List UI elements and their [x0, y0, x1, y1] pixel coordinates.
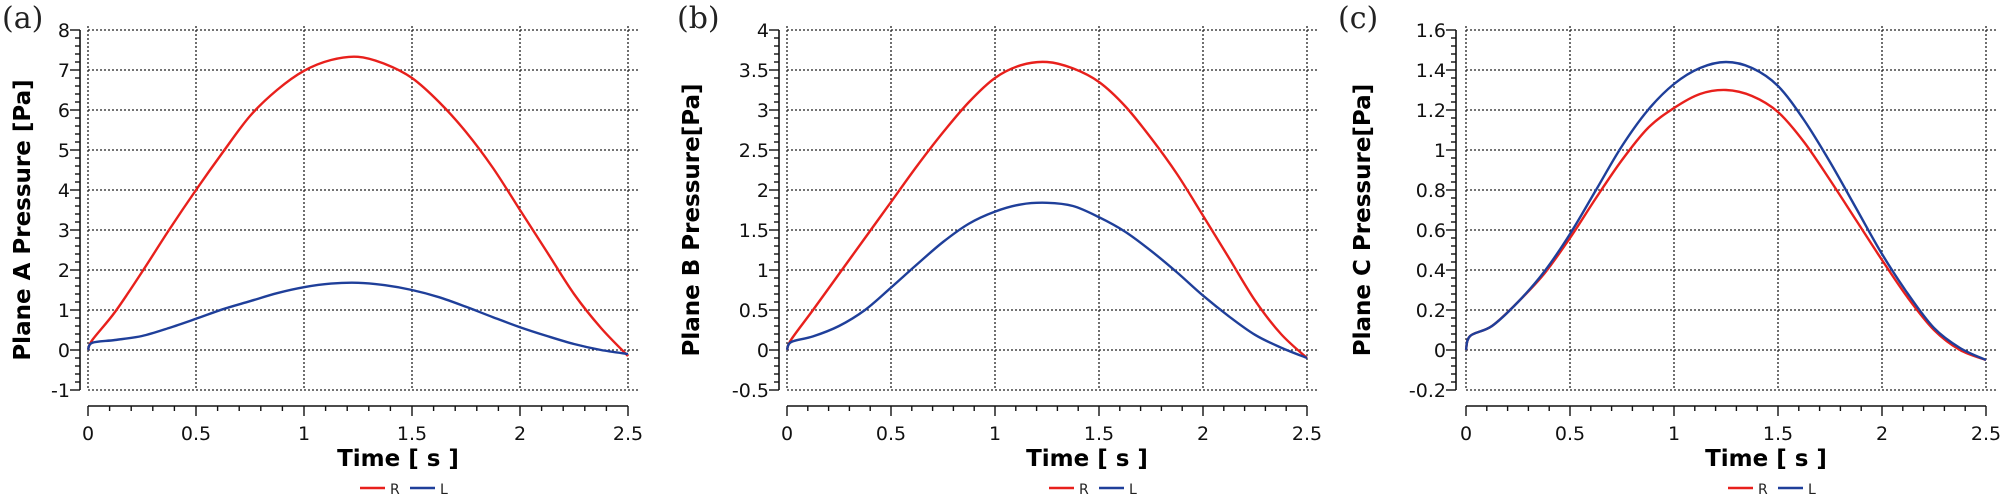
y-tick-label: 1.5 — [739, 220, 769, 242]
x-tick-label: 0 — [82, 423, 94, 445]
x-tick-label: 0.5 — [876, 423, 906, 445]
x-tick-label: 1.5 — [397, 423, 427, 445]
series-line-R — [785, 60, 1308, 359]
y-tick-label: -1 — [51, 380, 70, 402]
y-tick-label: 6 — [58, 100, 70, 122]
y-tick-label: 3.5 — [739, 60, 769, 82]
chart-panel-b: -0.5 0 0.5 1 1.5 2 2.5 3 3.5 4 0 0.5 1 1.5 2 2.5 Time [ … — [669, 0, 1338, 498]
y-tick-label: -0.2 — [1409, 380, 1446, 402]
y-tick-label: 0 — [1434, 340, 1446, 362]
legend-label: L — [440, 482, 448, 498]
y-tick-label: 0 — [757, 340, 769, 362]
legend-label: L — [1808, 482, 1816, 498]
y-tick-label: 4 — [757, 20, 769, 42]
y-axis: -1 0 1 2 3 4 5 6 7 8 — [51, 20, 81, 402]
x-axis: 0 0.5 1 1.5 2 2.5 — [1460, 405, 2001, 445]
x-tick-label: 2 — [514, 423, 526, 445]
x-tick-label: 0 — [781, 423, 793, 445]
chart-panel-a: -1 0 1 2 3 4 5 6 7 8 0 0.5 1 1.5 2 2.5 Time [ s ] Plane A… — [0, 0, 669, 498]
x-axis-title: Time [ s ] — [337, 446, 459, 472]
x-axis-title: Time [ s ] — [1705, 446, 1827, 472]
y-tick-label: -0.5 — [732, 380, 769, 402]
legend-label: R — [1079, 482, 1089, 498]
x-axis: 0 0.5 1 1.5 2 2.5 — [82, 405, 643, 445]
x-tick-label: 2 — [1876, 423, 1888, 445]
x-tick-label: 2.5 — [1971, 423, 2001, 445]
legend-label: R — [390, 482, 400, 498]
y-tick-label: 1 — [757, 260, 769, 282]
x-tick-label: 2.5 — [613, 423, 643, 445]
x-tick-label: 2 — [1197, 423, 1209, 445]
x-tick-label: 0.5 — [1555, 423, 1585, 445]
y-tick-label: 0 — [58, 340, 70, 362]
y-tick-label: 0.5 — [739, 300, 769, 322]
y-tick-label: 3 — [757, 100, 769, 122]
y-axis-title: Plane C Pressure[Pa] — [1350, 84, 1376, 356]
y-axis: -0.2 0 0.2 0.4 0.6 0.8 1 1.2 1.4 1.6 — [1409, 20, 1457, 402]
series-line-L — [785, 201, 1308, 360]
y-axis-title: Plane A Pressure [Pa] — [10, 79, 36, 360]
y-tick-label: 1 — [1434, 140, 1446, 162]
series-line-L — [1464, 60, 1987, 362]
grid — [87, 26, 640, 391]
y-tick-label: 1.4 — [1416, 60, 1446, 82]
x-tick-label: 0 — [1460, 423, 1472, 445]
grid — [1465, 26, 1998, 391]
line-chart-b: -0.5 0 0.5 1 1.5 2 2.5 3 3.5 4 0 0.5 1 1.5 2 2.5 Time [ … — [677, 1, 1322, 498]
legend-label: L — [1129, 482, 1137, 498]
y-tick-label: 5 — [58, 140, 70, 162]
y-axis-title: Plane B Pressure[Pa] — [679, 83, 705, 356]
y-tick-label: 2 — [58, 260, 70, 282]
x-tick-label: 1.5 — [1084, 423, 1114, 445]
grid — [786, 26, 1319, 391]
y-tick-label: 8 — [58, 20, 70, 42]
y-tick-label: 1.2 — [1416, 100, 1446, 122]
panel-label: (a) — [2, 1, 43, 36]
x-tick-label: 1 — [989, 423, 1001, 445]
line-chart-a: -1 0 1 2 3 4 5 6 7 8 0 0.5 1 1.5 2 2.5 Time [ s ] Plane A… — [2, 1, 643, 498]
panel-label: (c) — [1338, 1, 1378, 36]
y-tick-label: 4 — [58, 180, 70, 202]
x-tick-label: 1.5 — [1763, 423, 1793, 445]
panel-label: (b) — [677, 1, 720, 36]
y-tick-label: 0.6 — [1416, 220, 1446, 242]
series-line-L — [86, 281, 629, 356]
y-tick-label: 0.2 — [1416, 300, 1446, 322]
chart-panel-c: -0.2 0 0.2 0.4 0.6 0.8 1 1.2 1.4 1.6 0 0.5 1 1.5 2 2.5 T… — [1338, 0, 2007, 498]
x-tick-label: 2.5 — [1292, 423, 1322, 445]
x-tick-label: 1 — [298, 423, 310, 445]
line-chart-c: -0.2 0 0.2 0.4 0.6 0.8 1 1.2 1.4 1.6 0 0.5 1 1.5 2 2.5 T… — [1338, 1, 2001, 498]
y-tick-label: 2.5 — [739, 140, 769, 162]
y-tick-label: 1.6 — [1416, 20, 1446, 42]
x-tick-label: 0.5 — [181, 423, 211, 445]
y-tick-label: 7 — [58, 60, 70, 82]
series-line-R — [1464, 88, 1987, 362]
x-axis: 0 0.5 1 1.5 2 2.5 — [781, 405, 1322, 445]
x-tick-label: 1 — [1668, 423, 1680, 445]
y-tick-label: 3 — [58, 220, 70, 242]
y-axis: -0.5 0 0.5 1 1.5 2 2.5 3 3.5 4 — [732, 20, 780, 402]
y-tick-label: 1 — [58, 300, 70, 322]
y-tick-label: 0.8 — [1416, 180, 1446, 202]
series-line-R — [86, 55, 629, 357]
y-tick-label: 2 — [757, 180, 769, 202]
x-axis-title: Time [ s ] — [1026, 446, 1148, 472]
y-tick-label: 0.4 — [1416, 260, 1446, 282]
legend-label: R — [1758, 482, 1768, 498]
